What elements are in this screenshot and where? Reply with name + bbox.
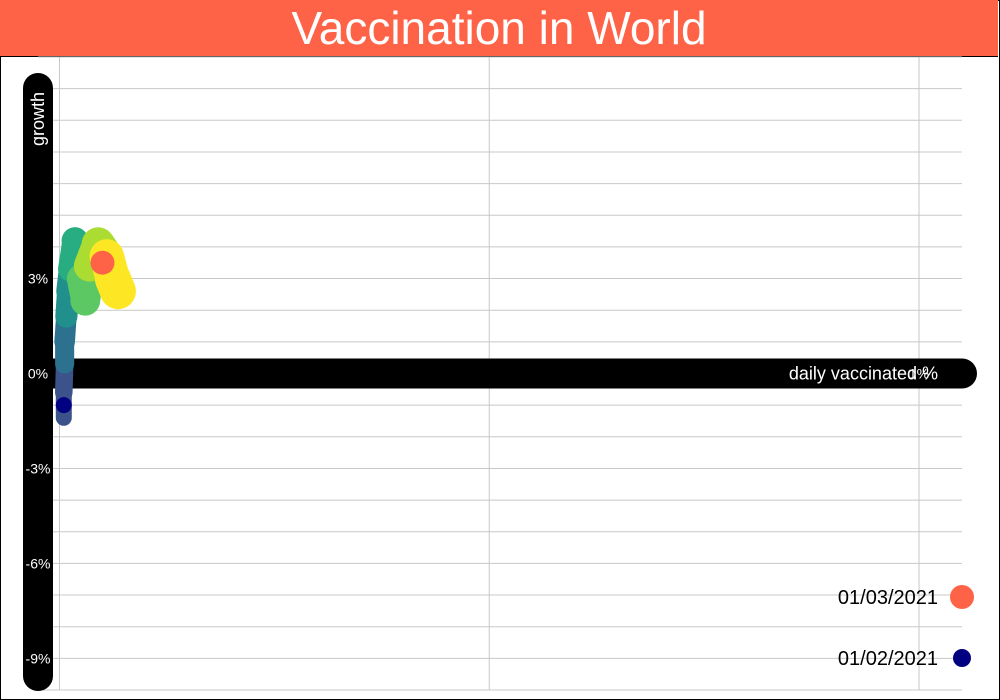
y-tick-label: 3% (28, 271, 48, 287)
y-tick-label: -6% (26, 555, 51, 571)
y-tick-label: -3% (26, 460, 51, 476)
trail-segment (94, 260, 136, 310)
start-point (55, 397, 72, 414)
chart-title: Vaccination in World (291, 2, 707, 54)
y-tick-label: 0% (28, 366, 48, 382)
chart-title-bar: Vaccination in World (0, 0, 998, 57)
y-axis-label: growth (28, 92, 48, 146)
legend-marker (950, 585, 974, 609)
legend-marker (953, 649, 971, 667)
x-axis-label: daily vaccinated % (789, 364, 938, 384)
y-tick-label: -9% (26, 650, 51, 666)
legend-label: 01/02/2021 (838, 648, 938, 670)
current-point (90, 250, 115, 275)
x-tick-label: 1% (909, 366, 929, 382)
legend-label: 01/03/2021 (838, 587, 938, 609)
